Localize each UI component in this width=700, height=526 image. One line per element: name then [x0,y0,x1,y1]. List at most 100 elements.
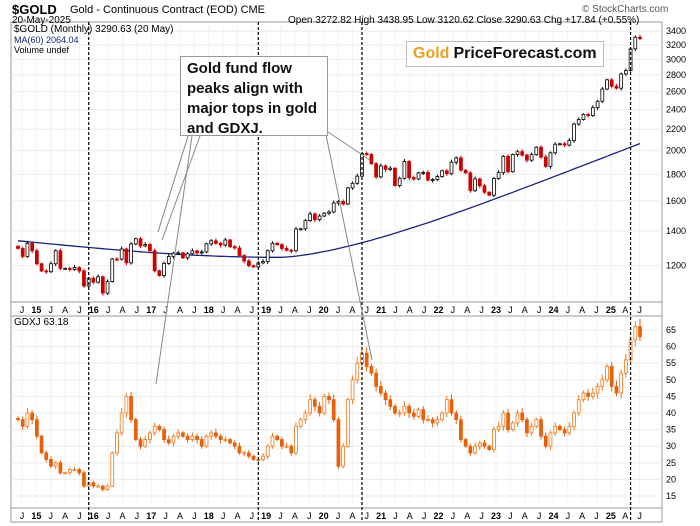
gold-candle [157,270,162,276]
gdxj-candle [562,429,567,434]
gold-candle [72,267,77,270]
gold-candle [487,191,492,196]
gdxj-candle [397,412,402,415]
exchange-label: CME [240,4,266,16]
gdxj-candle [199,439,204,447]
x-tick-label: J [221,305,226,315]
gold-candle [218,242,223,246]
gdxj-candle [209,432,214,437]
gold-candle [247,260,251,267]
y-tick-lower: 55 [666,358,676,368]
gold-candle [407,161,411,179]
x-tick-label: J [221,511,226,521]
gold-candle [44,270,49,273]
x-tick-label: J [77,305,82,315]
gold-candle [581,114,586,120]
gdxj-candle [374,372,378,387]
gold-candle [515,151,520,155]
gdxj-candle [303,412,308,421]
gold-candle [614,85,619,89]
gold-candle [430,179,435,181]
x-tick-label: J [163,305,168,315]
x-tick-label: J [307,511,312,521]
gdxj-candle [558,425,562,431]
gold-candle [275,242,280,246]
gold-candle [449,161,454,175]
gdxj-candle [633,326,638,341]
gold-candle [284,248,289,251]
gold-candle [619,73,624,89]
x-tick-label: J [508,305,513,315]
gdxj-candle [463,439,468,447]
gold-candle [638,36,642,40]
gold-candle [214,240,218,244]
gdxj-candle [515,412,520,424]
x-tick-label: A [407,305,413,315]
gold-candle [228,239,232,248]
gold-candle [421,172,426,174]
gold-candle [317,215,322,221]
x-tick-label: A [579,305,585,315]
gold-candle [416,172,421,180]
gold-candle [492,178,496,196]
gold-candle [30,242,34,252]
gdxj-candle [525,419,529,434]
gold-candle [232,246,237,249]
gdxj-candle [284,445,289,448]
gdxj-candle [157,425,162,431]
x-tick-label: 17 [146,511,156,521]
x-tick-label: J [20,305,25,315]
gdxj-candle [25,412,30,427]
gold-candle [525,154,529,161]
gold-candle [96,276,100,283]
gold-candle [350,182,355,189]
x-tick-label: J [77,511,82,521]
x-tick-label: A [622,305,628,315]
gdxj-candle [44,452,49,460]
gdxj-candle [383,392,388,401]
x-tick-label: A [177,511,183,521]
contract-name: Gold - Continuous Contract (EOD) [70,4,238,16]
gdxj-candle [308,399,313,414]
x-tick-label: 20 [319,511,329,521]
y-tick-lower: 40 [666,408,676,418]
gdxj-candle [298,419,303,427]
y-tick-lower: 50 [666,375,676,385]
gdxj-candle [591,392,595,397]
gdxj-candle [609,366,614,387]
x-tick-label: 22 [434,305,444,315]
gold-candle [105,281,110,294]
gold-candle [25,242,30,257]
gdxj-candle [388,399,393,407]
x-tick-label: 25 [606,511,616,521]
gold-candle [133,238,138,245]
gdxj-candle [72,469,77,471]
x-tick-label: 16 [89,511,99,521]
gold-candle [374,163,378,178]
x-tick-label: A [522,305,528,315]
gdxj-candle [251,455,256,460]
gold-candle [529,154,534,161]
x-tick-label: J [393,511,398,521]
x-tick-label: J [278,305,283,315]
gdxj-candle [331,399,336,421]
gdxj-candle [364,352,369,367]
x-tick-label: J [393,305,398,315]
gdxj-candle [34,419,39,437]
gold-candle [204,243,209,253]
gold-candle [341,201,345,205]
x-tick-label: J [479,511,484,521]
x-tick-label: 17 [146,305,156,315]
gdxj-candle [327,395,331,401]
gold-candle [402,161,407,179]
gdxj-candle [289,445,294,454]
gold-candle [591,107,595,116]
x-tick-label: J [106,511,111,521]
gdxj-candle [369,366,374,374]
gold-candle [355,175,360,184]
gold-candle [501,155,506,174]
gdxj-candle [228,439,232,444]
gold-candle [261,261,265,264]
x-tick-label: J [537,305,542,315]
